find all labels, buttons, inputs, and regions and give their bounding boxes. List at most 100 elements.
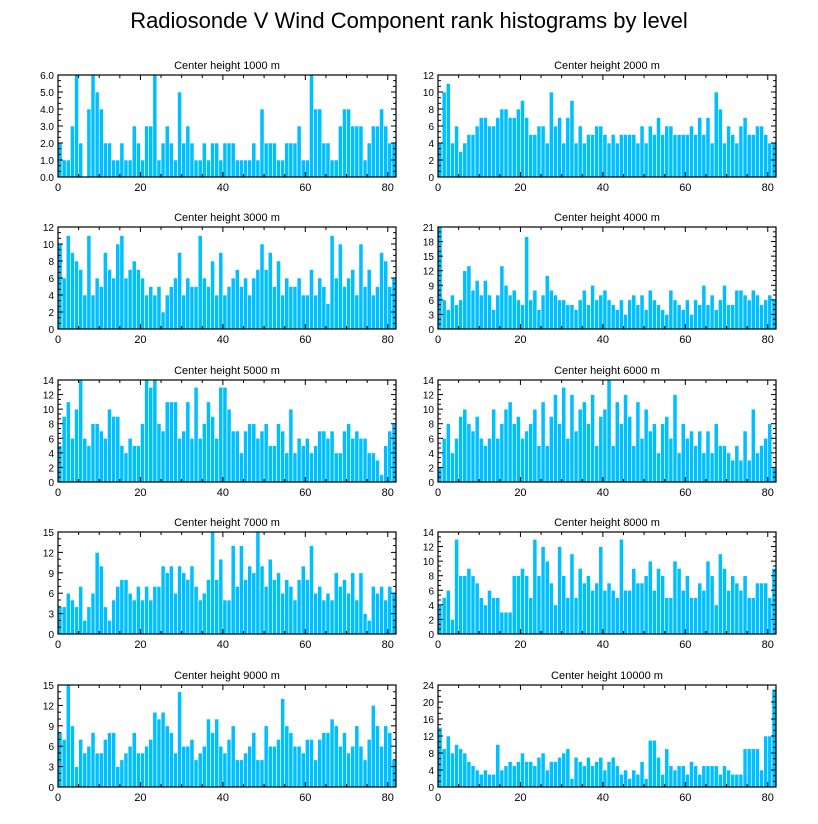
histogram-bar [664, 597, 670, 635]
histogram-bar [296, 125, 302, 178]
histogram-bar [350, 269, 356, 330]
histogram-bar [565, 597, 571, 635]
histogram-bar [370, 294, 376, 330]
histogram-bar [111, 416, 117, 483]
histogram-bar [507, 761, 513, 788]
histogram-bar [656, 756, 661, 788]
histogram-bar [193, 286, 199, 330]
histogram-bar [127, 437, 133, 483]
histogram-bar [458, 299, 464, 330]
y-tick-label: 4 [428, 601, 434, 612]
histogram-bar [445, 83, 451, 178]
histogram-bar [119, 759, 125, 788]
histogram-bar [366, 452, 372, 483]
histogram-bar [127, 269, 133, 330]
histogram-bar [131, 125, 137, 178]
histogram-bar [726, 589, 731, 635]
histogram-bar [478, 437, 484, 483]
y-tick-label: 8 [428, 749, 434, 760]
histogram-bar [119, 235, 125, 330]
histogram-bar [123, 452, 129, 483]
histogram-bar [577, 568, 583, 635]
histogram-bar [553, 294, 558, 330]
histogram-bar [98, 430, 104, 483]
histogram-bar [123, 277, 129, 330]
x-tick-label: 20 [514, 792, 526, 804]
histogram-bar [668, 125, 674, 178]
histogram-bar [317, 739, 323, 788]
histogram-bar [462, 142, 468, 178]
histogram-bar [313, 108, 318, 178]
histogram-bar [590, 394, 595, 483]
y-tick-label: 9 [48, 722, 54, 733]
histogram-bar [379, 586, 384, 635]
histogram-bar [201, 423, 207, 483]
histogram-bar [470, 575, 476, 635]
histogram-bar [185, 125, 191, 178]
histogram-bar [230, 430, 236, 483]
histogram-bar [325, 592, 331, 635]
histogram-panel-5: Center height 5000 m 0 20 40 60 80 0 2 4 6 8 10 12 14 [43, 365, 397, 499]
x-tick-label: 60 [299, 334, 311, 346]
histogram-bar [366, 739, 372, 788]
histogram-bar [470, 134, 476, 178]
histogram-bar [532, 134, 538, 178]
histogram-bar [487, 125, 492, 178]
histogram-bar [495, 117, 501, 178]
y-tick-label: 3 [48, 763, 54, 774]
histogram-bar [168, 732, 174, 788]
histogram-bar [709, 294, 715, 330]
histogram-bar [717, 445, 723, 483]
histogram-bar [136, 586, 141, 635]
histogram-bar [329, 599, 335, 635]
histogram-bar [148, 599, 154, 635]
histogram-bar [454, 437, 459, 483]
y-tick-label: 0 [428, 630, 434, 641]
x-tick-label: 40 [217, 487, 229, 499]
histogram-bar [726, 452, 731, 483]
x-tick-label: 80 [762, 792, 774, 804]
y-tick-label: 2.0 [40, 139, 54, 150]
x-tick-label: 0 [55, 487, 61, 499]
histogram-bar [701, 284, 707, 330]
histogram-bar [499, 769, 505, 788]
histogram-bar [561, 386, 567, 483]
histogram-bar [206, 159, 211, 178]
histogram-bar [370, 452, 376, 483]
histogram-bar [226, 408, 232, 483]
histogram-bar [738, 459, 744, 483]
histogram-bar [491, 773, 497, 788]
histogram-bar [726, 769, 731, 788]
y-tick-label: 8 [428, 420, 434, 431]
histogram-bar [337, 243, 343, 330]
histogram-bar [201, 142, 207, 178]
histogram-bar [483, 280, 488, 330]
histogram-bar [280, 159, 286, 178]
histogram-bar [86, 445, 92, 483]
histogram-bar [280, 698, 286, 788]
histogram-bar [701, 589, 707, 635]
histogram-bar [528, 761, 534, 788]
histogram-bar [230, 725, 236, 788]
histogram-bar [218, 159, 224, 178]
histogram-bar [738, 589, 744, 635]
histogram-bar [709, 765, 715, 788]
histogram-bar [313, 445, 318, 483]
histogram-bar [358, 745, 364, 788]
histogram-bar [528, 299, 534, 330]
histogram-bar [305, 739, 310, 788]
histogram-bar [329, 718, 335, 788]
histogram-bar [152, 379, 158, 483]
histogram-bar [511, 289, 517, 330]
histogram-bar [127, 592, 133, 635]
histogram-bar [243, 579, 248, 635]
histogram-bar [569, 778, 575, 788]
histogram-bar [313, 759, 318, 788]
y-tick-label: 6.0 [40, 71, 54, 82]
histogram-bar [280, 430, 286, 483]
histogram-bar [243, 277, 248, 330]
histogram-bar [759, 304, 764, 330]
y-tick-label: 10 [423, 405, 435, 416]
histogram-bar [325, 303, 331, 330]
histogram-bar [746, 299, 752, 330]
